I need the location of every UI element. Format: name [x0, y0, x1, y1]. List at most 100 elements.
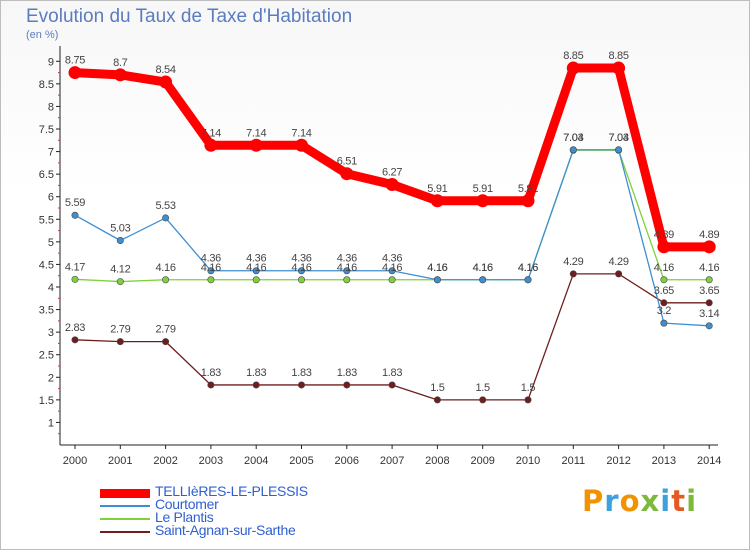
data-point: [162, 214, 170, 222]
y-tick-label: 3.5: [39, 305, 54, 317]
data-point: [660, 299, 668, 307]
data-label: 7.14: [246, 127, 266, 139]
data-label: 4.36: [382, 253, 402, 265]
data-label: 8.85: [563, 50, 583, 62]
logo-letter: P: [582, 484, 605, 518]
x-tick-label: 2012: [606, 455, 630, 467]
data-point: [207, 276, 215, 284]
data-point: [521, 194, 535, 208]
data-point: [660, 319, 668, 327]
data-label: 4.29: [608, 256, 628, 268]
y-tick-label: 1: [48, 417, 54, 429]
data-label: 4.29: [563, 256, 583, 268]
data-label: 1.83: [382, 367, 402, 379]
data-point: [159, 75, 173, 89]
data-point: [705, 276, 713, 284]
data-label: 4.16: [473, 262, 493, 274]
data-point: [657, 240, 671, 254]
legend-swatch: [100, 488, 150, 498]
x-tick-label: 2006: [335, 455, 359, 467]
data-label: 3.2: [657, 305, 672, 317]
data-label: 1.83: [337, 367, 357, 379]
legend-swatch: [100, 531, 150, 533]
data-label: 8.54: [155, 64, 175, 76]
data-point: [295, 138, 308, 152]
y-tick-label: 5.5: [39, 214, 54, 226]
series-line-0: [70, 63, 714, 252]
data-label: 1.5: [430, 382, 445, 394]
data-point: [433, 276, 441, 284]
data-point: [476, 194, 490, 208]
x-tick-label: 2004: [244, 455, 268, 467]
unit-label: (en %): [26, 29, 59, 41]
data-label: 4.16: [427, 262, 447, 274]
logo-letter: i: [686, 484, 698, 518]
data-point: [705, 322, 713, 330]
legend-swatch: [100, 518, 150, 520]
data-label: 7.04: [563, 132, 583, 144]
data-label: 4.89: [699, 229, 719, 241]
x-tick-label: 2003: [199, 455, 223, 467]
data-point: [340, 167, 354, 181]
data-label: 7.14: [291, 127, 311, 139]
data-label: 4.16: [246, 262, 266, 274]
y-tick-label: 7.5: [39, 124, 54, 136]
data-point: [705, 299, 713, 307]
data-point: [660, 276, 668, 284]
data-label: 4.16: [518, 262, 538, 274]
data-point: [207, 267, 215, 275]
legend-label: Le Plantis: [155, 509, 214, 525]
y-tick-label: 8: [48, 101, 54, 113]
data-label: 2.79: [110, 324, 130, 336]
y-tick-label: 5: [48, 237, 54, 249]
data-label: 7.03: [563, 132, 583, 144]
x-tick-label: 2001: [108, 455, 132, 467]
data-label: 4.17: [65, 261, 85, 273]
data-label: 8.85: [608, 50, 628, 62]
data-point: [702, 240, 716, 254]
data-point: [116, 278, 124, 286]
x-tick-label: 2010: [516, 455, 540, 467]
y-tick-label: 2.5: [39, 350, 54, 362]
data-label: 4.16: [699, 262, 719, 274]
logo-letter: x: [640, 484, 661, 518]
data-label: 4.16: [337, 262, 357, 274]
y-tick-label: 3: [48, 327, 54, 339]
data-label: 1.83: [291, 367, 311, 379]
data-label: 4.36: [246, 253, 266, 265]
data-point: [615, 146, 623, 154]
x-tick-label: 2007: [380, 455, 404, 467]
data-label: 4.36: [291, 253, 311, 265]
data-label: 3.65: [699, 285, 719, 297]
data-point: [162, 276, 170, 284]
data-point: [569, 270, 577, 278]
y-tick-label: 9: [48, 56, 54, 68]
data-point: [71, 275, 79, 283]
y-tick-label: 8.5: [39, 79, 54, 91]
y-tick-label: 1.5: [39, 395, 54, 407]
data-label: 4.16: [518, 262, 538, 274]
y-tick-label: 7: [48, 147, 54, 159]
data-label: 8.7: [113, 57, 128, 69]
x-tick-label: 2002: [153, 455, 177, 467]
data-point: [204, 138, 218, 152]
data-label: 1.5: [521, 382, 536, 394]
data-label: 5.53: [155, 200, 175, 212]
legend-label: Saint-Agnan-sur-Sarthe: [155, 522, 296, 538]
data-label: 4.16: [473, 262, 493, 274]
y-tick-label: 4.5: [39, 259, 54, 271]
data-point: [297, 381, 305, 389]
data-point: [297, 267, 305, 275]
x-tick-label: 2005: [289, 455, 313, 467]
series-line-3: [74, 273, 710, 401]
data-label: 4.36: [201, 253, 221, 265]
data-point: [569, 146, 577, 154]
data-point: [430, 194, 444, 208]
data-label: 5.59: [65, 197, 85, 209]
data-label: 7.14: [201, 127, 221, 139]
y-tick-label: 6.5: [39, 169, 54, 181]
data-label: 4.89: [654, 229, 674, 241]
data-point: [566, 61, 580, 75]
data-point: [71, 336, 79, 344]
data-point: [113, 68, 127, 82]
